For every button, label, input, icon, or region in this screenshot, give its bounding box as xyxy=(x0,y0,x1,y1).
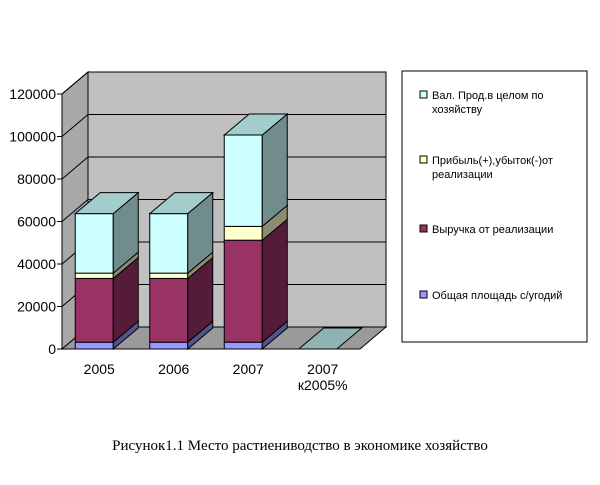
x-tick-label: к2005% xyxy=(298,377,348,393)
legend-label: Вал. Прод.в целом по xyxy=(432,90,544,102)
grid-line xyxy=(61,71,386,95)
bar-top xyxy=(222,113,289,136)
legend-entry: Выручка от реализации xyxy=(419,224,553,236)
y-tick-label: 0 xyxy=(48,341,56,357)
y-axis-ticks: 0 20000 40000 60000 80000 100000 120000 xyxy=(9,86,63,357)
legend-swatch xyxy=(419,224,428,233)
legend-swatch xyxy=(419,90,428,99)
x-tick-label: 2006 xyxy=(158,361,189,377)
bar-segment xyxy=(223,204,288,242)
y-tick-label: 120000 xyxy=(9,86,56,102)
bar-segment xyxy=(223,112,288,228)
legend-box xyxy=(401,70,588,343)
y-tick-label: 100000 xyxy=(9,129,56,145)
legend-label: реализации xyxy=(432,169,493,181)
legend-label: Выручка от реализации xyxy=(432,224,553,236)
legend-swatch xyxy=(419,155,428,164)
x-tick-label: 2007 xyxy=(307,361,338,377)
legend-label: хозяйству xyxy=(432,104,483,116)
figure-caption: Рисунок1.1 Место растиениводство в эконо… xyxy=(112,438,488,454)
legend-entry: Прибыль(+),убыток(-)от реализации xyxy=(419,155,553,181)
legend: Вал. Прод.в целом по хозяйству Прибыль(+),… xyxy=(401,70,588,343)
bar-segment xyxy=(223,218,288,344)
bar-segment xyxy=(74,256,139,344)
y-tick-label: 20000 xyxy=(17,299,56,315)
x-tick-label: 2007 xyxy=(233,361,264,377)
x-tick-label: 2005 xyxy=(84,361,115,377)
legend-label: Общая площадь с/угодий xyxy=(432,290,562,302)
bar-segment xyxy=(149,191,214,275)
bar-top xyxy=(297,327,364,350)
bar-segment xyxy=(74,191,139,275)
y-tick-label: 60000 xyxy=(17,214,56,230)
bar-top xyxy=(148,192,215,215)
y-tick-label: 80000 xyxy=(17,171,56,187)
legend-entry: Вал. Прод.в целом по хозяйству xyxy=(419,90,544,116)
bars xyxy=(73,112,364,351)
legend-entry: Общая площадь с/угодий xyxy=(419,290,562,302)
legend-swatch xyxy=(419,290,428,299)
bar-segment xyxy=(149,256,214,344)
legend-label: Прибыль(+),убыток(-)от xyxy=(432,155,553,167)
y-tick-label: 40000 xyxy=(17,256,56,272)
bar-top xyxy=(73,192,140,215)
